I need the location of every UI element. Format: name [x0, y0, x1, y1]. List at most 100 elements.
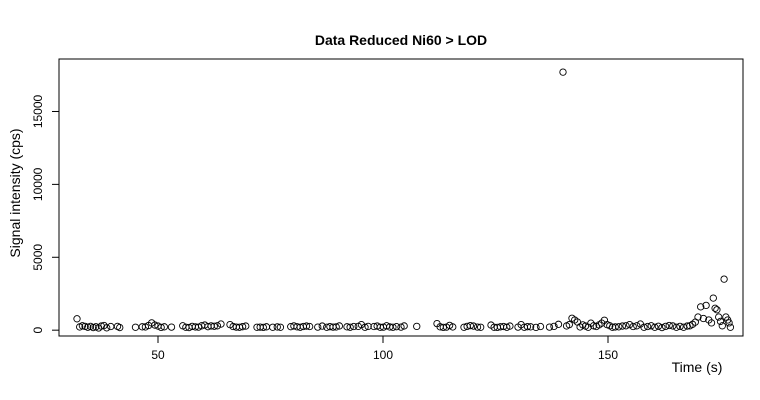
data-point	[167, 323, 176, 331]
data-point	[335, 322, 343, 330]
data-point	[532, 323, 540, 332]
data-point	[699, 314, 708, 323]
data-point	[78, 322, 87, 330]
data-point	[302, 322, 311, 330]
data-point	[683, 322, 691, 330]
data-point	[276, 323, 285, 331]
data-point	[413, 322, 421, 331]
data-point	[565, 320, 573, 329]
data-point	[503, 323, 511, 331]
data-point	[651, 323, 659, 331]
data-point	[694, 313, 702, 321]
data-point	[476, 323, 485, 331]
data-point	[314, 323, 322, 331]
data-point	[661, 322, 670, 331]
data-point	[269, 323, 277, 331]
x-tick-label: 50	[151, 348, 165, 362]
data-point	[97, 322, 105, 330]
data-point	[107, 322, 115, 331]
data-point	[665, 321, 673, 330]
data-point	[469, 322, 478, 330]
data-point	[210, 322, 218, 330]
data-point	[89, 323, 97, 332]
data-point	[713, 306, 721, 314]
data-point	[389, 323, 397, 331]
data-point	[658, 323, 666, 332]
data-point	[725, 319, 733, 327]
data-point	[473, 323, 482, 331]
x-tick-label: 150	[598, 348, 618, 362]
data-point	[238, 323, 247, 331]
y-tick-label: 15000	[31, 94, 45, 128]
x-tick-label: 100	[373, 348, 393, 362]
data-point	[643, 322, 652, 331]
y-axis-label: Signal intensity (cps)	[7, 128, 23, 257]
data-point	[397, 323, 405, 331]
data-point	[672, 323, 681, 331]
data-point	[625, 320, 634, 329]
data-point	[350, 322, 358, 331]
data-point	[715, 313, 723, 321]
data-point	[697, 303, 705, 311]
data-point	[618, 322, 627, 330]
data-point	[439, 323, 447, 332]
data-point	[589, 322, 598, 330]
data-point	[647, 322, 655, 330]
y-tick-label: 10000	[31, 167, 45, 201]
data-point	[194, 323, 203, 331]
data-point	[400, 322, 408, 330]
data-point	[392, 323, 401, 331]
data-point	[559, 68, 567, 76]
data-point	[640, 323, 648, 331]
data-point	[151, 321, 159, 329]
data-point	[615, 323, 623, 331]
data-points	[73, 68, 735, 332]
data-point	[726, 323, 735, 331]
data-point	[273, 323, 281, 331]
y-tick-label: 0	[31, 327, 45, 334]
data-point	[364, 322, 372, 331]
data-point	[103, 324, 111, 332]
data-point	[709, 294, 717, 302]
data-point	[622, 322, 630, 330]
data-point	[305, 322, 314, 331]
data-point	[361, 323, 369, 331]
x-axis-label: Time (s)	[672, 359, 723, 375]
data-point	[318, 322, 326, 330]
data-point	[526, 323, 535, 331]
data-point	[654, 322, 663, 330]
data-point	[523, 323, 532, 331]
data-point	[536, 322, 545, 331]
data-point	[550, 322, 558, 331]
data-point	[676, 322, 684, 331]
data-point	[679, 323, 688, 331]
y-tick-label: 5000	[31, 244, 45, 271]
data-point	[213, 322, 222, 330]
data-point	[587, 319, 595, 327]
data-point	[716, 317, 725, 326]
data-point	[554, 320, 563, 328]
data-point	[702, 301, 710, 310]
data-point	[466, 321, 474, 330]
data-point	[332, 323, 340, 331]
data-point	[116, 323, 124, 332]
data-point	[711, 304, 719, 312]
axis-ticks: 50 100 150 0 5000 10000 15000	[31, 94, 618, 362]
data-point	[242, 322, 250, 330]
data-point	[633, 322, 641, 330]
data-point	[720, 275, 728, 283]
data-point	[131, 323, 140, 331]
data-point	[346, 323, 354, 331]
data-point	[669, 322, 677, 330]
chart-title: Data Reduced Ni60 > LOD	[315, 32, 487, 48]
data-point	[629, 322, 637, 331]
data-point	[506, 322, 514, 330]
plot-frame	[58, 58, 744, 337]
data-point	[259, 323, 267, 332]
data-point	[217, 320, 225, 328]
data-point	[707, 319, 716, 327]
data-point	[73, 315, 81, 323]
data-point	[449, 323, 457, 331]
data-point	[157, 323, 165, 332]
